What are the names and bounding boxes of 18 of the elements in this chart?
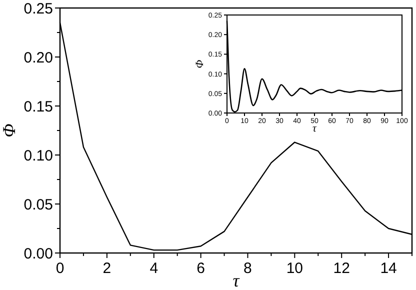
x-axis-title: τ	[232, 270, 240, 290]
y-axis-title: Φ	[0, 123, 19, 138]
x-tick-label: 2	[102, 260, 112, 277]
x-tick-label: 6	[196, 260, 205, 277]
y-tick-label: 0.25	[24, 0, 53, 18]
y-tick-label: 0.05	[24, 196, 53, 214]
x-tick-label: 12	[333, 260, 350, 277]
y-tick-label: 0.10	[24, 147, 53, 164]
x-tick-label: 14	[380, 260, 397, 277]
x-tick-label: 4	[150, 260, 158, 277]
x-axis-title: τ	[312, 122, 318, 134]
y-tick-label: 0.20	[24, 49, 53, 66]
y-axis-title: Φ	[194, 59, 206, 68]
x-tick-label: 10	[286, 260, 304, 277]
x-tick-label: 8	[244, 260, 252, 277]
x-tick-label: 0	[56, 260, 64, 277]
y-tick-label: 0.15	[24, 98, 53, 116]
y-tick-label: 0.00	[24, 245, 53, 262]
